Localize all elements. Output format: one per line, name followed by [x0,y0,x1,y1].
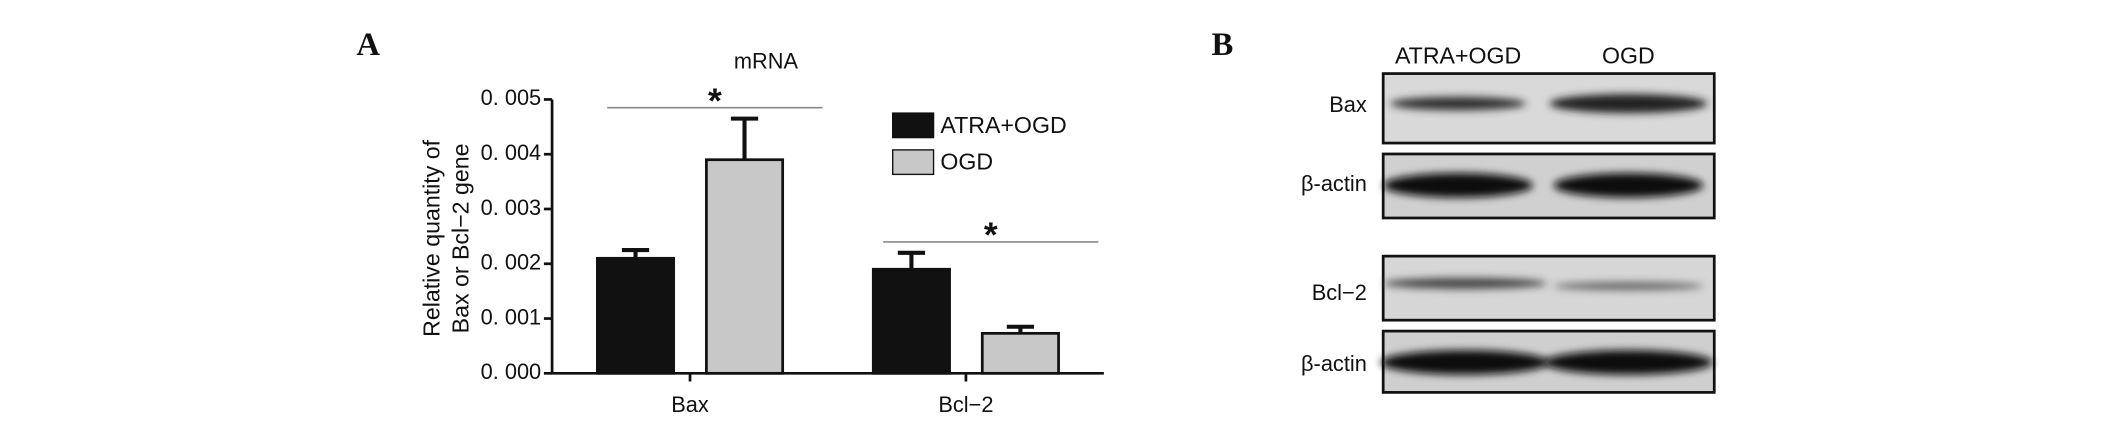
error-bar [897,250,926,270]
y-tick-label: 0. 004 [481,140,542,165]
significance-marker: * [984,215,998,255]
bar [596,256,676,375]
error-bar [1006,324,1035,334]
blot-row-label: Bcl−2 [1312,280,1367,305]
band [1383,277,1547,289]
bar [705,158,785,375]
y-tick-label: 0. 001 [481,304,542,329]
legend-swatch [892,149,935,176]
legend-swatch [892,112,935,139]
blot-column-label: ATRA+OGD [1395,42,1521,68]
panel-label: A [356,27,380,63]
band [1549,94,1708,114]
band [1553,282,1704,291]
blot: ATRA+OGD OGD Bax β-actin Bcl−2 β-actin [1301,42,1716,394]
blot-row-label: Bax [1329,92,1367,117]
bar [980,331,1060,375]
error-bar [621,248,650,259]
y-tick-label: 0. 002 [481,250,542,275]
y-tick-label: 0. 000 [481,359,542,384]
legend-label: OGD [940,149,993,175]
band [1543,350,1713,375]
band [1380,350,1550,375]
chart-title: mRNA [734,48,799,73]
legend-label: ATRA+OGD [940,112,1066,138]
blot-row-label: β-actin [1301,351,1367,376]
blot-column-label: OGD [1602,42,1655,68]
panel-label: B [1212,27,1234,63]
x-tick-label: Bax [671,392,709,417]
y-axis-label: Bax or Bcl−2 gene [447,143,473,333]
y-tick-label: 0. 005 [481,85,542,110]
bar [871,267,951,375]
error-bar [730,116,759,160]
significance-marker: * [708,81,722,121]
band [1389,96,1527,111]
x-tick-label: Bcl−2 [938,392,993,417]
y-tick-label: 0. 003 [481,195,542,220]
band [1553,173,1704,198]
band [1383,173,1534,198]
y-axis-label: Relative quantity of [419,139,445,337]
blot-row-label: β-actin [1301,171,1367,196]
